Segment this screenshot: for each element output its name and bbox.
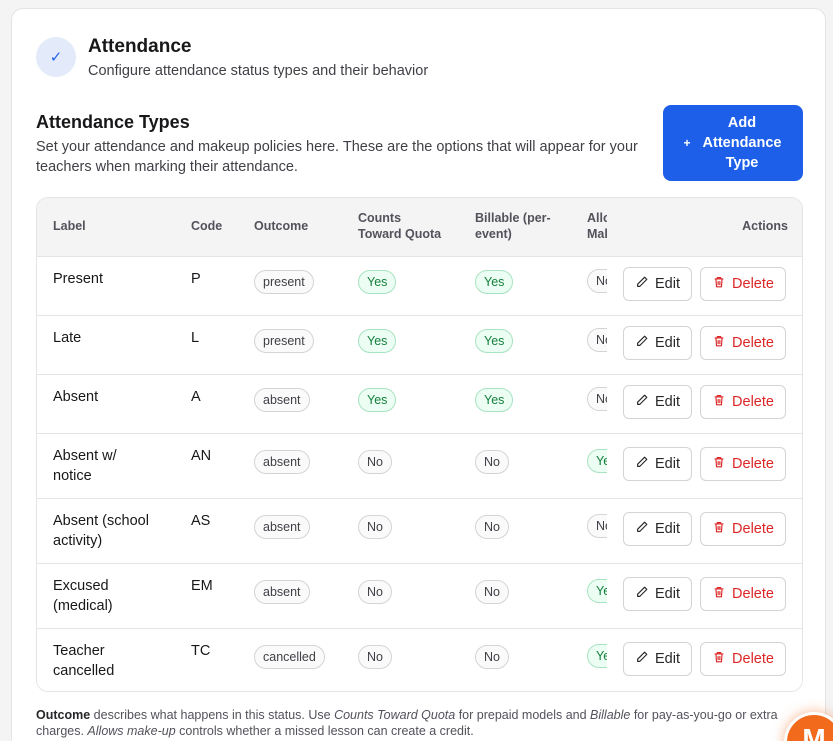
header-allows-makeup: AllowsMake-up — [587, 211, 607, 241]
edit-button[interactable]: Edit — [623, 326, 692, 360]
counts-toward-quota-badge: No — [358, 450, 392, 474]
outcome-badge: absent — [254, 515, 310, 539]
edit-button[interactable]: Edit — [623, 577, 692, 611]
trash-icon — [712, 520, 726, 538]
allows-makeup-badge: No — [587, 269, 607, 293]
counts-toward-quota-badge: No — [358, 580, 392, 604]
page-title: Attendance — [88, 36, 192, 57]
trash-icon — [712, 650, 726, 668]
header-counts-toward-quota: Counts Toward Quota — [358, 211, 442, 241]
header-outcome: Outcome — [254, 219, 309, 233]
add-button-label: Add Attendance Type — [702, 115, 782, 171]
edit-button[interactable]: Edit — [623, 642, 692, 676]
trash-icon — [712, 393, 726, 411]
outcome-badge: present — [254, 329, 314, 353]
section-title: Attendance Types — [36, 112, 190, 132]
delete-button[interactable]: Delete — [700, 326, 786, 360]
header-label: Label — [53, 219, 86, 233]
allows-makeup-badge: Yes — [587, 449, 607, 473]
allows-makeup-badge: No — [587, 514, 607, 538]
avatar[interactable]: M — [784, 712, 833, 741]
trash-icon — [712, 275, 726, 293]
allows-makeup-badge: Yes — [587, 579, 607, 603]
table-row: Excused (medical) EM absent No No Edit Delete — [37, 563, 802, 628]
allows-makeup-column: AllowsMake-up No No No Yes No Yes Yes — [587, 198, 607, 691]
pencil-icon — [635, 585, 649, 603]
row-label: Teacher cancelled — [53, 643, 115, 679]
delete-button[interactable]: Delete — [700, 447, 786, 481]
row-code: P — [191, 271, 201, 287]
delete-button[interactable]: Delete — [700, 577, 786, 611]
allows-makeup-badge: Yes — [587, 644, 607, 668]
counts-toward-quota-badge: No — [358, 645, 392, 669]
counts-toward-quota-badge: Yes — [358, 270, 397, 294]
delete-button[interactable]: Delete — [700, 267, 786, 301]
billable-badge: No — [475, 515, 509, 539]
edit-button[interactable]: Edit — [623, 267, 692, 301]
header-actions: Actions — [742, 219, 788, 233]
page-subtitle: Configure attendance status types and th… — [88, 63, 429, 79]
counts-toward-quota-badge: Yes — [358, 388, 397, 412]
table-header: Label Code Outcome Counts Toward Quota Bi… — [37, 198, 802, 256]
section-description: Set your attendance and makeup policies … — [36, 139, 638, 175]
trash-icon — [712, 455, 726, 473]
delete-button[interactable]: Delete — [700, 642, 786, 676]
edit-button[interactable]: Edit — [623, 385, 692, 419]
edit-button[interactable]: Edit — [623, 512, 692, 546]
counts-toward-quota-badge: No — [358, 515, 392, 539]
row-label: Absent — [53, 389, 99, 405]
attendance-types-table: Label Code Outcome Counts Toward Quota Bi… — [36, 197, 803, 692]
billable-badge: No — [475, 450, 509, 474]
row-label: Absent w/notice — [53, 448, 117, 484]
edit-button[interactable]: Edit — [623, 447, 692, 481]
pencil-icon — [635, 275, 649, 293]
allows-makeup-badge: No — [587, 328, 607, 352]
row-code: TC — [191, 643, 211, 659]
billable-badge: No — [475, 645, 509, 669]
header-code: Code — [191, 219, 223, 233]
outcome-badge: present — [254, 270, 314, 294]
row-code: A — [191, 389, 201, 405]
billable-badge: Yes — [475, 270, 514, 294]
delete-button[interactable]: Delete — [700, 385, 786, 419]
pencil-icon — [635, 520, 649, 538]
counts-toward-quota-badge: Yes — [358, 329, 397, 353]
delete-button[interactable]: Delete — [700, 512, 786, 546]
billable-badge: Yes — [475, 329, 514, 353]
add-attendance-type-button[interactable]: + Add Attendance Type — [663, 105, 803, 181]
billable-badge: No — [475, 580, 509, 604]
row-label: Late — [53, 330, 82, 346]
row-code: EM — [191, 578, 213, 594]
trash-icon — [712, 334, 726, 352]
row-code: AS — [191, 513, 211, 529]
pencil-icon — [635, 650, 649, 668]
pencil-icon — [635, 455, 649, 473]
row-label: Excused (medical) — [53, 578, 113, 614]
row-label: Absent (school activity) — [53, 513, 149, 549]
outcome-badge: absent — [254, 450, 310, 474]
attendance-settings-card: ✓ Attendance Configure attendance status… — [11, 8, 826, 741]
outcome-badge: absent — [254, 388, 310, 412]
trash-icon — [712, 585, 726, 603]
billable-badge: Yes — [475, 388, 514, 412]
allows-makeup-badge: No — [587, 387, 607, 411]
outcome-badge: absent — [254, 580, 310, 604]
row-code: AN — [191, 448, 212, 464]
outcome-badge: cancelled — [254, 645, 325, 669]
plus-icon: + — [683, 136, 691, 150]
footnote: Outcome describes what happens in this s… — [36, 708, 778, 738]
row-label: Present — [53, 271, 103, 287]
header-billable: Billable (per-event) — [475, 211, 551, 241]
table-row: Teacher cancelled TC cancelled No No Edit Delet… — [37, 628, 802, 691]
row-code: L — [191, 330, 200, 346]
table-row: Absent (school activity) AS absent No No Edit D… — [37, 498, 802, 563]
check-icon: ✓ — [36, 37, 76, 77]
pencil-icon — [635, 334, 649, 352]
pencil-icon — [635, 393, 649, 411]
table-row: Absent w/notice AN absent No No Edit Delete — [37, 433, 802, 498]
